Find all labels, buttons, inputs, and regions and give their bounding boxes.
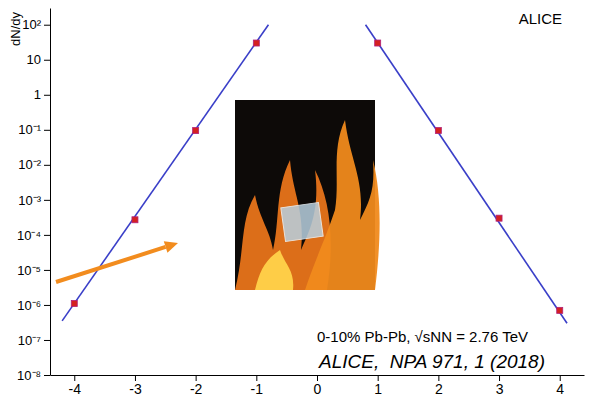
y-axis: 10⁻⁸ 10⁻⁷ 10⁻⁶ 10⁻⁵ 10⁻⁴ 10⁻³ 10⁻² 10⁻¹ 1 10 10² [17,9,51,383]
x-tick: -4 [69,375,82,397]
x-tick: 2 [435,375,443,397]
y-tick-label: 10⁻⁸ [17,368,41,383]
data-point [375,40,381,46]
x-tick-label: 0 [314,381,322,397]
data-point [435,128,441,134]
y-tick-label: 10⁻² [18,157,41,172]
x-tick: 1 [374,375,382,397]
y-tick: 10⁻⁸ [17,368,50,383]
y-tick-mark [44,235,50,236]
y-tick-label: 10⁻¹ [18,122,41,137]
x-tick-label: -4 [69,381,82,397]
fit-line [62,25,268,321]
y-tick-label: 10⁻⁵ [17,263,41,278]
x-tick-label: 1 [374,381,382,397]
x-tick-label: 2 [435,381,443,397]
y-tick: 10⁻⁶ [17,298,50,313]
x-tick: -3 [129,375,142,397]
system-label: 0-10% Pb-Pb, √sNN = 2.76 TeV [317,328,528,345]
photo [235,100,380,290]
data-point [496,215,502,221]
x-tick: 4 [556,375,564,397]
y-tick-mark [44,60,50,61]
y-tick-label: 10⁻⁴ [17,228,41,243]
citation: ALICE, NPA 971, 1 (2018) [318,351,545,372]
y-tick-label: 10⁻⁶ [17,298,41,313]
y-tick: 10² [22,17,50,32]
x-tick: 3 [496,375,504,397]
y-axis-line [50,9,51,376]
y-tick-mark [44,340,50,341]
arrow-head [164,241,178,252]
data-point [253,40,259,46]
y-tick-mark [44,95,50,96]
y-tick: 10⁻⁵ [17,263,50,278]
data-point [557,307,563,313]
x-tick: -1 [251,375,264,397]
photo-flame [255,250,293,290]
arrow [56,241,178,282]
x-tick: -2 [190,375,203,397]
x-tick-label: -1 [251,381,264,397]
x-tick-label: -3 [129,381,142,397]
y-tick: 10⁻¹ [18,122,50,137]
y-tick-label: 10 [27,52,41,67]
y-tick-mark [44,270,50,271]
chart: -4-3-2-10123410⁻⁸10⁻⁷10⁻⁶10⁻⁵10⁻⁴10⁻³10⁻… [0,0,591,406]
fit-line [366,25,567,324]
y-tick: 1 [34,87,50,102]
y-tick-label: 10² [22,17,41,32]
plot-area [62,25,567,324]
arrow-shaft [56,247,166,282]
experiment-label: ALICE [519,10,562,27]
x-tick-label: 4 [556,381,564,397]
x-tick-label: -2 [190,381,203,397]
y-tick: 10⁻⁴ [17,228,50,243]
photo-ice [281,203,323,242]
y-tick: 10 [27,52,50,67]
y-tick-mark [44,200,50,201]
y-tick-label: 10⁻³ [18,193,41,208]
y-tick: 10⁻³ [18,193,50,208]
y-tick: 10⁻⁷ [18,333,50,348]
y-tick-mark [44,375,50,376]
data-point [71,300,77,306]
data-point [132,217,138,223]
data-point [193,128,199,134]
x-tick: 0 [314,375,322,397]
x-axis: -4 -3 -2 -1 0 1 2 3 4 [51,375,585,397]
y-axis-title: dN/dy [8,12,23,46]
y-tick-label: 1 [34,87,41,102]
y-tick: 10⁻² [18,157,50,172]
y-tick-label: 10⁻⁷ [18,333,41,348]
y-tick-mark [44,25,50,26]
y-tick-mark [44,130,50,131]
x-tick-label: 3 [496,381,504,397]
y-tick-mark [44,305,50,306]
y-tick-mark [44,165,50,166]
